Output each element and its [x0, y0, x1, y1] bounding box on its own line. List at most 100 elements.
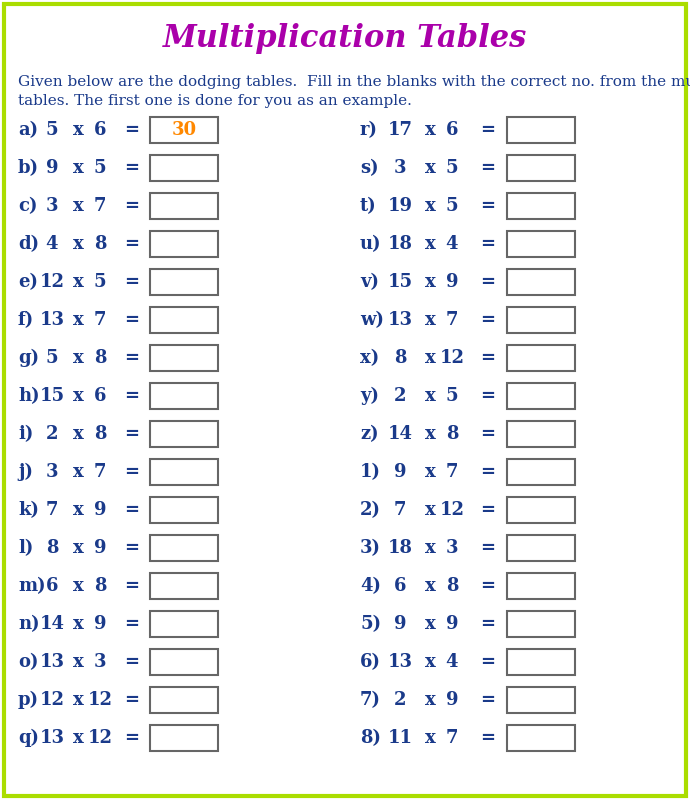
Bar — [150, 497, 218, 523]
Text: 6: 6 — [46, 577, 58, 595]
Text: 5: 5 — [94, 159, 106, 177]
Bar — [507, 687, 575, 713]
Bar — [507, 725, 575, 751]
Text: =: = — [124, 387, 139, 405]
Text: 2: 2 — [46, 425, 58, 443]
Bar — [150, 459, 218, 485]
Text: 6: 6 — [394, 577, 406, 595]
Text: 11: 11 — [388, 729, 413, 747]
Text: =: = — [480, 387, 495, 405]
Text: =: = — [124, 425, 139, 443]
Text: x: x — [424, 577, 435, 595]
Text: 9: 9 — [94, 615, 106, 633]
Bar — [507, 573, 575, 599]
Bar — [150, 725, 218, 751]
Text: 13: 13 — [39, 311, 64, 329]
Text: =: = — [124, 311, 139, 329]
Text: m): m) — [18, 577, 46, 595]
Text: n): n) — [18, 615, 39, 633]
Text: d): d) — [18, 235, 39, 253]
Text: x: x — [72, 387, 83, 405]
Text: x: x — [72, 273, 83, 291]
Text: j): j) — [18, 463, 33, 481]
Text: k): k) — [18, 501, 39, 519]
Text: 2: 2 — [394, 387, 406, 405]
Text: 9: 9 — [394, 615, 406, 633]
Text: 9: 9 — [446, 615, 458, 633]
Text: 9: 9 — [394, 463, 406, 481]
Text: a): a) — [18, 121, 38, 139]
Text: 7): 7) — [360, 691, 381, 709]
Text: 30: 30 — [171, 121, 197, 139]
Text: 8: 8 — [446, 425, 458, 443]
Text: =: = — [480, 349, 495, 367]
Text: 5: 5 — [446, 387, 458, 405]
Text: 12: 12 — [39, 273, 64, 291]
Text: 7: 7 — [446, 463, 458, 481]
Text: x: x — [72, 463, 83, 481]
Text: 12: 12 — [440, 349, 464, 367]
Bar — [150, 307, 218, 333]
Text: x: x — [72, 539, 83, 557]
Text: =: = — [124, 539, 139, 557]
Bar — [507, 421, 575, 447]
Text: x: x — [424, 463, 435, 481]
Text: e): e) — [18, 273, 38, 291]
Text: 14: 14 — [388, 425, 413, 443]
Text: x: x — [72, 159, 83, 177]
Text: 9: 9 — [94, 501, 106, 519]
Text: 19: 19 — [388, 197, 413, 215]
Text: =: = — [480, 425, 495, 443]
Bar — [507, 611, 575, 637]
Text: 5: 5 — [46, 349, 59, 367]
Bar — [507, 649, 575, 675]
Text: 8): 8) — [360, 729, 381, 747]
Bar — [150, 117, 218, 143]
Text: 3: 3 — [394, 159, 406, 177]
Text: x): x) — [360, 349, 380, 367]
Bar — [507, 345, 575, 371]
Text: =: = — [480, 235, 495, 253]
Text: x: x — [72, 729, 83, 747]
Text: 7: 7 — [394, 501, 406, 519]
Text: x: x — [424, 235, 435, 253]
Text: 5: 5 — [94, 273, 106, 291]
Text: 8: 8 — [94, 349, 106, 367]
Text: =: = — [480, 729, 495, 747]
Text: =: = — [124, 691, 139, 709]
Text: 2): 2) — [360, 501, 381, 519]
Text: x: x — [424, 425, 435, 443]
Text: =: = — [480, 121, 495, 139]
Text: 4): 4) — [360, 577, 381, 595]
Text: s): s) — [360, 159, 379, 177]
Text: 14: 14 — [39, 615, 64, 633]
Text: u): u) — [360, 235, 382, 253]
Text: 9: 9 — [446, 273, 458, 291]
Text: x: x — [424, 653, 435, 671]
Text: x: x — [424, 159, 435, 177]
Text: 6): 6) — [360, 653, 381, 671]
Text: =: = — [124, 463, 139, 481]
Text: 4: 4 — [46, 235, 58, 253]
Text: 3: 3 — [94, 653, 106, 671]
Text: 4: 4 — [446, 235, 458, 253]
Text: g): g) — [18, 349, 39, 367]
Bar — [507, 459, 575, 485]
Text: =: = — [124, 121, 139, 139]
Text: =: = — [480, 463, 495, 481]
Text: x: x — [72, 653, 83, 671]
Bar — [150, 611, 218, 637]
Text: 13: 13 — [39, 653, 64, 671]
Text: t): t) — [360, 197, 377, 215]
Text: 4: 4 — [446, 653, 458, 671]
Bar — [507, 497, 575, 523]
Text: 12: 12 — [88, 691, 112, 709]
Text: 5: 5 — [446, 159, 458, 177]
Text: 3: 3 — [46, 463, 58, 481]
Text: x: x — [72, 235, 83, 253]
Text: 8: 8 — [446, 577, 458, 595]
Bar — [150, 193, 218, 219]
Text: =: = — [124, 273, 139, 291]
Bar — [507, 155, 575, 181]
Text: 8: 8 — [46, 539, 58, 557]
